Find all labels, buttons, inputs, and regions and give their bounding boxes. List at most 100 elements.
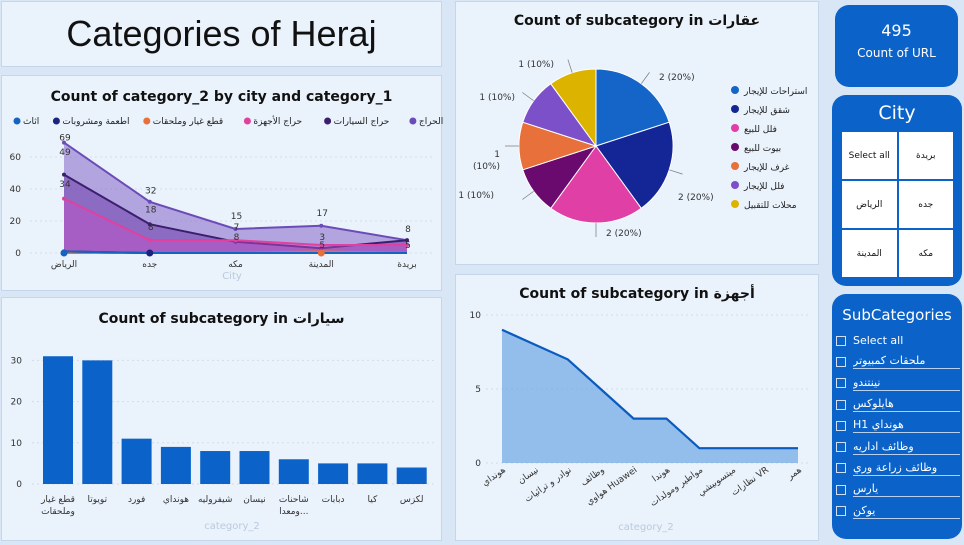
subcategory-item-label: نينتندو: [853, 376, 960, 391]
page-title: Categories of Heraj: [66, 13, 377, 54]
subcategory-item-label: ملحقات كمبيوتر: [853, 354, 960, 370]
subcategory-item[interactable]: وظائف اداريه: [836, 436, 960, 457]
bar: [160, 446, 191, 484]
city-tile-select-all[interactable]: Select all: [841, 131, 898, 180]
legend-marker: [731, 181, 739, 189]
slice-label: 1 (10%): [479, 93, 515, 103]
slice-label: 1 (10%): [458, 191, 494, 201]
subcategory-item[interactable]: H1 هونداي: [836, 415, 960, 436]
data-label: 34: [59, 180, 71, 190]
subcategory-item[interactable]: يارس: [836, 479, 960, 500]
data-label: 32: [145, 186, 156, 196]
checkbox[interactable]: [836, 335, 846, 346]
area-chart: اثاث اطعمة ومشروبات قطع غيار وملحقات حراج ا…: [10, 115, 443, 282]
data-point: [62, 172, 66, 177]
kpi-value: 495: [881, 21, 912, 40]
x-tick-label: ومعدا...: [279, 507, 308, 517]
y-tick-label: 20: [10, 217, 22, 227]
city-tile[interactable]: المدينة: [841, 229, 898, 278]
legend-label: كل الحراج: [419, 117, 443, 127]
legend-marker: [731, 200, 739, 208]
x-tick-label: لكزس: [400, 495, 424, 505]
data-point: [319, 243, 324, 247]
y-tick-label: 0: [15, 249, 21, 259]
legend-marker: [52, 117, 60, 125]
legend-label: محلات للتقبيل: [744, 201, 797, 211]
subcategory-slicer-title: SubCategories: [842, 306, 952, 324]
pie-slice: [595, 68, 670, 147]
data-label: 8: [234, 233, 240, 243]
bar-chart: 0 10 20 30 قطع غيار وملحقات تويوتا فورد هونداي شي…: [11, 356, 434, 532]
x-tick-label: شيفروليه: [198, 495, 232, 505]
legend-label: فلل للبيع: [744, 125, 777, 135]
legend-marker: [731, 105, 739, 113]
checkbox[interactable]: [836, 506, 846, 517]
legend-marker: [13, 117, 21, 125]
devices-chart-card: Count of subcategory in أجهزة 0 5 10 هونداي…: [455, 274, 819, 541]
subcategory-item-select-all[interactable]: Select all: [836, 330, 960, 351]
data-point: [147, 238, 152, 243]
subcategory-item[interactable]: هايلوكس: [836, 394, 960, 415]
subcategory-item-label: هايلوكس: [853, 397, 960, 413]
subcategory-list: Select all ملحقات كمبيوتر نينتندو هايلوك…: [836, 330, 960, 522]
y-tick-label: 40: [10, 185, 22, 195]
x-tick-label: هونداي: [481, 465, 508, 488]
subcategory-item[interactable]: وظائف زراعة وري: [836, 458, 960, 479]
checkbox[interactable]: [836, 399, 846, 410]
bar-chart-title: Count of subcategory in سيارات: [98, 311, 345, 327]
legend-marker: [409, 117, 417, 125]
leader-line: [567, 59, 573, 73]
x-tick-label: تويوتا: [88, 495, 108, 505]
legend-label: فلل للإيجار: [743, 182, 784, 192]
subcategory-item[interactable]: ملحقات كمبيوتر: [836, 351, 960, 372]
leader-line: [640, 72, 650, 84]
slice-label: 2 (20%): [659, 73, 695, 83]
series-line: [63, 250, 407, 254]
legend-marker: [731, 143, 739, 151]
checkbox[interactable]: [836, 378, 846, 389]
slice-label: 1 (10%): [518, 60, 554, 70]
city-tile[interactable]: جده: [897, 180, 954, 229]
x-tick-label: نيسان: [243, 495, 266, 505]
data-label: 8: [405, 225, 411, 235]
data-label: 8: [148, 223, 154, 233]
x-tick-label: جده: [142, 260, 157, 270]
bar: [200, 451, 231, 484]
subcategory-item-label: وظائف زراعة وري: [853, 461, 960, 476]
legend-marker: [143, 117, 151, 125]
data-point: [60, 249, 68, 257]
city-tile[interactable]: الرياض: [841, 180, 898, 229]
legend-label: اثاث: [23, 117, 39, 127]
city-tile[interactable]: مكه: [897, 229, 954, 278]
legend-label: بيوت للبيع: [744, 144, 781, 154]
legend-label: حراج الأجهزة: [253, 115, 302, 127]
pie-chart: 2 (20%) 2 (20%) 2 (20%) 1 (10%) 1 (10%) 1 (10%…: [458, 59, 807, 239]
slice-label: 2 (20%): [606, 229, 642, 239]
checkbox[interactable]: [836, 463, 846, 474]
x-tick-label: نظارات VR: [730, 465, 771, 498]
checkbox[interactable]: [836, 442, 846, 453]
data-point: [319, 223, 324, 228]
series-line: [501, 328, 798, 450]
x-tick-label: همر: [785, 465, 804, 482]
legend-marker: [731, 86, 739, 94]
subcategory-slicer: SubCategories Select all ملحقات كمبيوتر …: [832, 294, 962, 539]
legend-marker: [243, 117, 251, 125]
city-tile[interactable]: بريدة: [897, 131, 954, 180]
pie-slice: [550, 68, 597, 148]
leader-line: [669, 169, 683, 175]
subcategory-item[interactable]: يوكن: [836, 500, 960, 521]
checkbox[interactable]: [836, 420, 846, 431]
checkbox[interactable]: [836, 356, 846, 367]
checkbox[interactable]: [836, 484, 846, 495]
data-point: [62, 140, 66, 145]
x-tick-label: المدينة: [309, 260, 334, 270]
area-fill: [502, 329, 798, 463]
subcategory-item[interactable]: نينتندو: [836, 373, 960, 394]
data-point: [405, 238, 409, 243]
bar: [239, 451, 270, 484]
data-label: 5: [319, 241, 325, 251]
x-tick-label: شاحنات: [279, 495, 309, 505]
slice-label: 1: [494, 150, 500, 160]
